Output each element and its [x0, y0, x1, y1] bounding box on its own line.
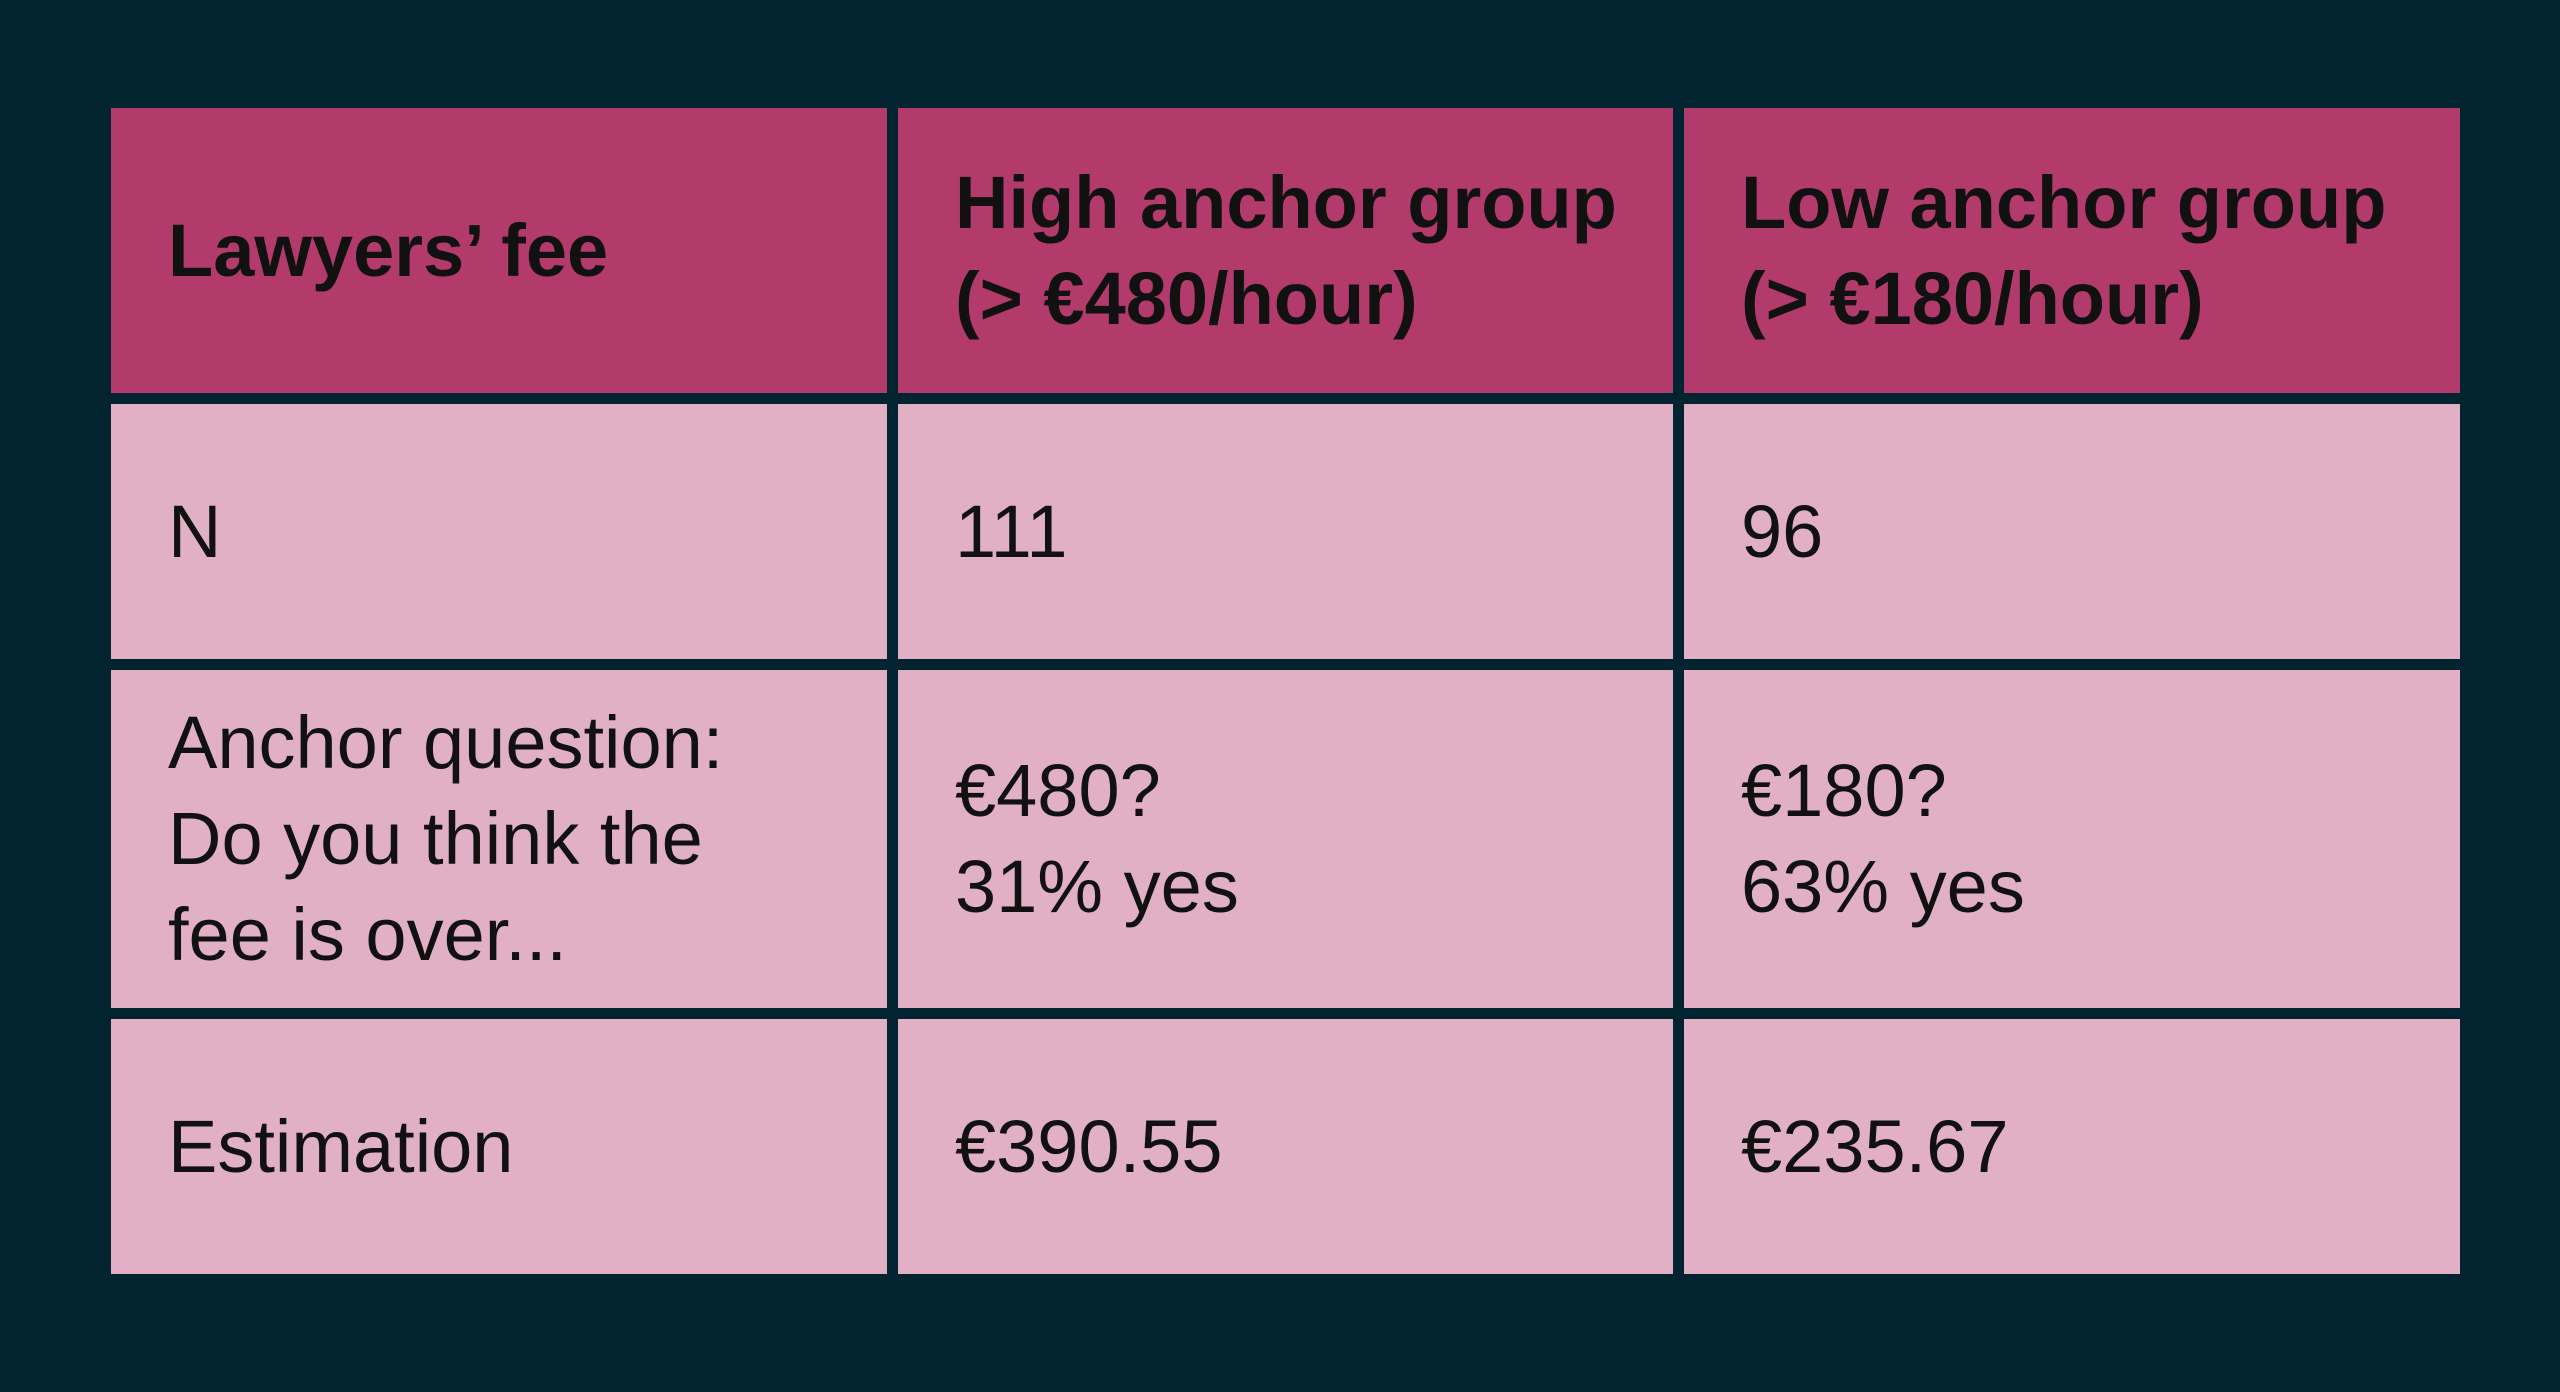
header-cell: High anchor group (> €480/hour) [898, 108, 1673, 393]
table-cell: N [111, 404, 887, 659]
cell-text: 111 [955, 489, 1068, 573]
cell-text: (> €480/hour) [955, 256, 1418, 340]
cell-text: High anchor group [955, 160, 1617, 244]
cell-text: N [168, 489, 222, 573]
cell-text: €235.67 [1741, 1104, 2009, 1188]
cell-text: €390.55 [955, 1104, 1223, 1188]
cell-text: Low anchor group [1741, 160, 2387, 244]
header-cell: Low anchor group (> €180/hour) [1684, 108, 2460, 393]
table-cell: €180? 63% yes [1684, 670, 2460, 1008]
cell-text: Lawyers’ fee [168, 208, 609, 292]
cell-text: (> €180/hour) [1741, 256, 2204, 340]
table-cell: 111 [898, 404, 1673, 659]
cell-text: Anchor question: [168, 701, 724, 784]
cell-text: Do you think the [168, 797, 703, 880]
cell-text: 96 [1741, 489, 1824, 573]
cell-text: 63% yes [1741, 845, 2025, 928]
table-cell: €235.67 [1684, 1019, 2460, 1274]
cell-text: fee is over... [168, 893, 567, 976]
table-cell: 96 [1684, 404, 2460, 659]
cell-text: 31% yes [955, 845, 1239, 928]
header-cell: Lawyers’ fee [111, 108, 887, 393]
table-cell: Estimation [111, 1019, 887, 1274]
table: Lawyers’ fee High anchor group (> €480/hou… [111, 108, 2460, 1274]
table-cell: Anchor question: Do you think the fee is o… [111, 670, 887, 1008]
cell-text: €480? [955, 749, 1161, 832]
table-cell: €390.55 [898, 1019, 1673, 1274]
table-cell: €480? 31% yes [898, 670, 1673, 1008]
cell-text: Estimation [168, 1104, 514, 1188]
cell-text: €180? [1741, 749, 1947, 832]
